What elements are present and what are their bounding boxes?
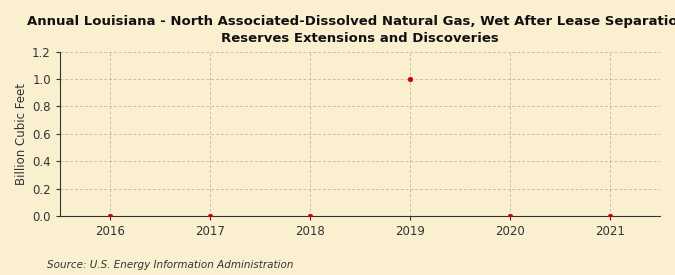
Title: Annual Louisiana - North Associated-Dissolved Natural Gas, Wet After Lease Separ: Annual Louisiana - North Associated-Diss…: [28, 15, 675, 45]
Y-axis label: Billion Cubic Feet: Billion Cubic Feet: [15, 83, 28, 185]
Text: Source: U.S. Energy Information Administration: Source: U.S. Energy Information Administ…: [47, 260, 294, 270]
